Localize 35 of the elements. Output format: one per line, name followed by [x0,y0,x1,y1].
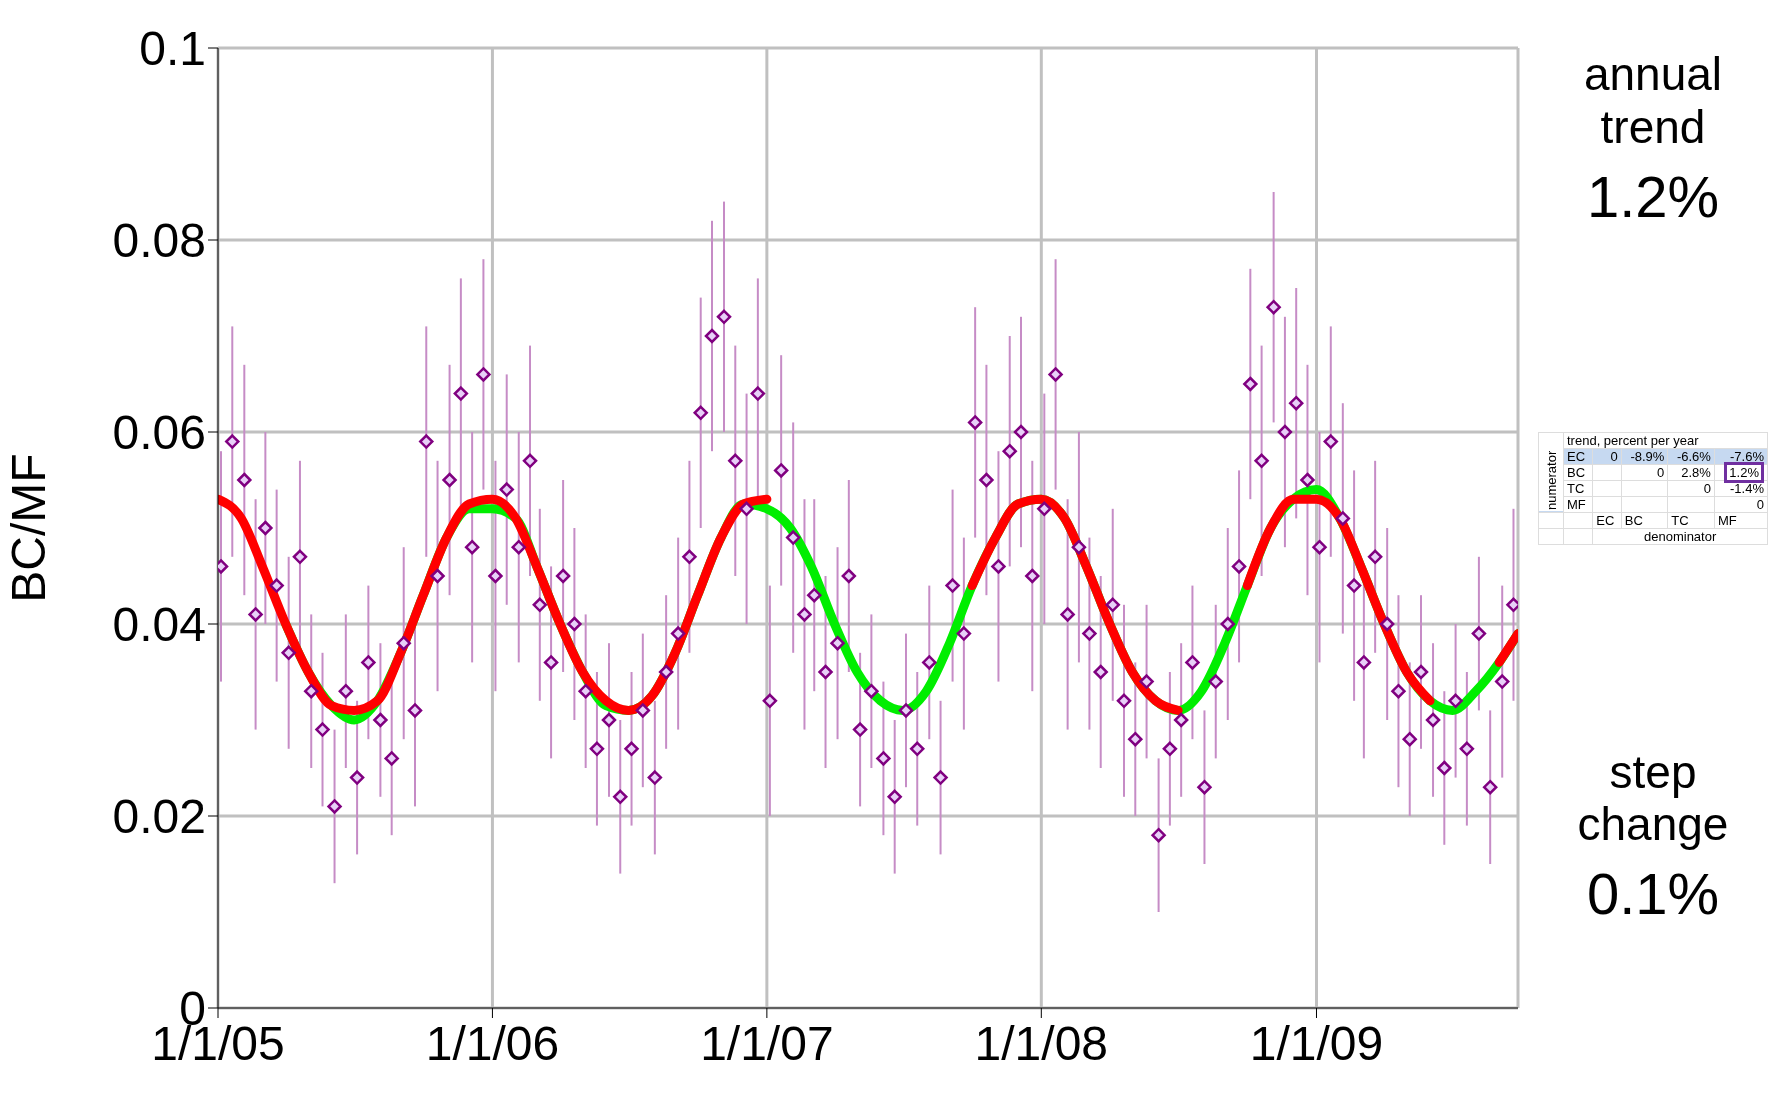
x-tick-label: 1/1/06 [425,1017,560,1071]
x-tick-label: 1/1/08 [974,1017,1109,1071]
text: denominator [1592,528,1768,544]
text: 0 [1592,448,1622,464]
text: annual trend [1582,48,1724,154]
text: 0 [1621,464,1668,480]
text: 0 [1667,480,1715,496]
text: numerator [1538,448,1564,512]
text: -1.4% [1714,480,1768,496]
text: 1.2% [1585,163,1721,231]
y-tick-label: 0.08 [112,214,206,268]
text: BC [1563,464,1593,480]
text: -8.9% [1621,448,1668,464]
text: MF [1714,512,1768,528]
text: MF [1563,496,1593,512]
x-tick-label: 1/1/07 [700,1017,834,1071]
outline-box: 1.2% [1724,461,1764,483]
text: 2.8% [1667,464,1715,480]
text: trend, percent per year [1563,432,1768,448]
text: TC [1563,480,1593,496]
x-tick-label: 1/1/09 [1249,1017,1384,1071]
text: -7.6% [1714,448,1768,464]
y-tick-label: 0.06 [112,406,206,460]
y-axis-title: BC/MF [2,453,56,603]
y-tick-label: 0.02 [112,790,206,844]
text: EC [1592,512,1622,528]
text: 0 [1714,496,1768,512]
text: -6.6% [1667,448,1715,464]
text: TC [1667,512,1715,528]
text: 0.1% [1585,861,1721,928]
text: step change [1576,745,1730,852]
text: BC [1621,512,1668,528]
text: EC [1563,448,1593,464]
y-tick-label: 0.04 [112,598,206,652]
y-tick-label: 0.1 [139,22,206,76]
